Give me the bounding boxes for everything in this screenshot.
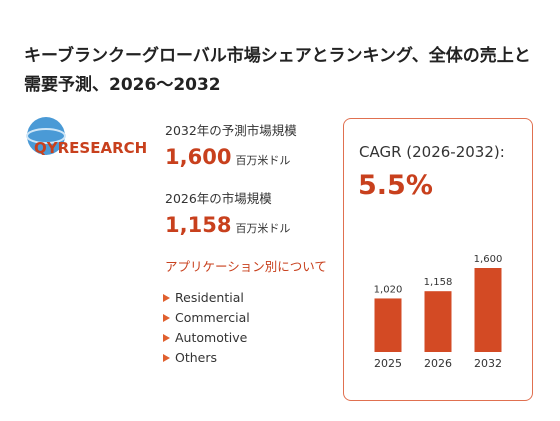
stat-number: 1,158 bbox=[165, 213, 232, 237]
stat-value: 1,158 百万米ドル bbox=[165, 213, 290, 237]
stat-label: 2026年の市場規模 bbox=[165, 191, 272, 206]
value-label: 1,158 bbox=[424, 277, 453, 288]
value-label: 1,020 bbox=[374, 284, 403, 295]
x-label: 2032 bbox=[474, 357, 502, 370]
bar bbox=[424, 291, 452, 352]
application-list: Residential Commercial Automotive Others bbox=[163, 288, 250, 368]
cagr-value: 5.5% bbox=[358, 170, 433, 201]
application-item: Commercial bbox=[163, 308, 250, 328]
stat-number: 1,600 bbox=[165, 145, 232, 169]
stat-label: 2032年の予測市場規模 bbox=[165, 123, 297, 138]
logo-globe bbox=[27, 117, 65, 155]
stat-unit: 百万米ドル bbox=[235, 154, 291, 167]
chart: 1,020 2025 1,158 2026 1,600 2032 bbox=[374, 254, 503, 370]
application-item: Automotive bbox=[163, 328, 250, 348]
application-heading[interactable]: アプリケーション別について bbox=[165, 259, 327, 274]
logo-text: QYRESEARCH bbox=[34, 139, 147, 157]
x-label: 2026 bbox=[424, 357, 452, 370]
title: キーブランクーグローバル市場シェアとランキング、全体の売上と需要予測、2026～… bbox=[24, 46, 531, 95]
bar bbox=[374, 298, 402, 352]
cagr-label: CAGR (2026-2032): bbox=[359, 143, 505, 161]
application-item: Residential bbox=[163, 288, 250, 308]
value-label: 1,600 bbox=[474, 254, 503, 265]
logo: QYRESEARCH bbox=[26, 117, 147, 157]
application-item: Others bbox=[163, 348, 250, 368]
stat-value: 1,600 百万米ドル bbox=[165, 145, 290, 169]
x-label: 2025 bbox=[374, 357, 402, 370]
stat-unit: 百万米ドル bbox=[235, 222, 291, 235]
cagr-card bbox=[343, 118, 533, 401]
logo-orbit bbox=[26, 128, 66, 144]
bar bbox=[474, 268, 502, 352]
